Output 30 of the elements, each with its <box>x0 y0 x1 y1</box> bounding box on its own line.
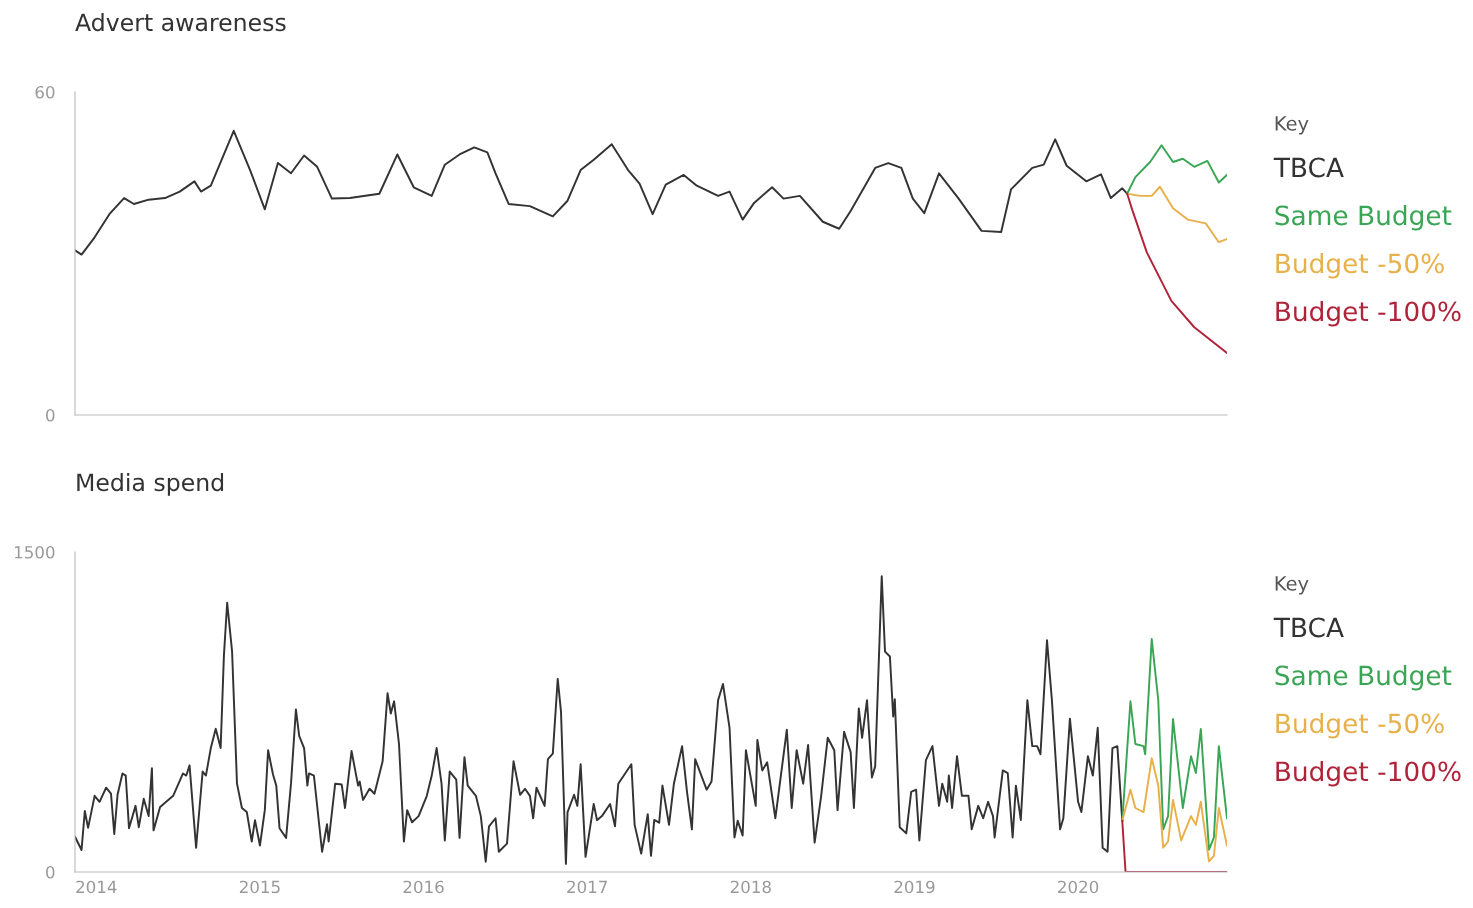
x-tick-label: 2020 <box>1058 880 1099 894</box>
y-tick-label: 60 <box>35 85 55 99</box>
y-tick-label: 0 <box>46 865 55 879</box>
text: TBCA <box>1273 157 1344 178</box>
line-series <box>1126 185 1227 244</box>
line-series <box>75 575 1124 865</box>
chart-title: Media spend <box>77 472 224 496</box>
line-series <box>1126 192 1227 355</box>
text: Same Budget <box>1275 664 1452 691</box>
series-label: Budget -50% <box>1276 252 1444 279</box>
y-tick-label: 1500 <box>14 545 55 559</box>
legend-title: Key <box>1275 576 1309 595</box>
x-tick-label: 2016 <box>403 880 444 894</box>
text: Same Budget <box>1275 204 1452 231</box>
legend-title: Key <box>1275 116 1309 135</box>
x-tick-label: 2019 <box>894 880 935 894</box>
text: TBCA <box>1273 617 1344 638</box>
line-series <box>1126 144 1227 195</box>
line-series <box>1121 638 1227 851</box>
y-tick-label: 0 <box>46 408 55 422</box>
x-tick-label: 2017 <box>567 880 607 894</box>
x-tick-label: 2018 <box>730 880 771 894</box>
x-tick-label: 2015 <box>239 880 280 894</box>
chart-title: Advert awareness <box>75 12 286 32</box>
line-series <box>75 129 1129 256</box>
text: Budget -100% <box>1276 300 1461 327</box>
text: Budget -50% <box>1276 712 1444 739</box>
text: Budget -100% <box>1276 760 1461 787</box>
line-series <box>1121 757 1227 863</box>
x-tick-label: 2014 <box>76 880 117 894</box>
